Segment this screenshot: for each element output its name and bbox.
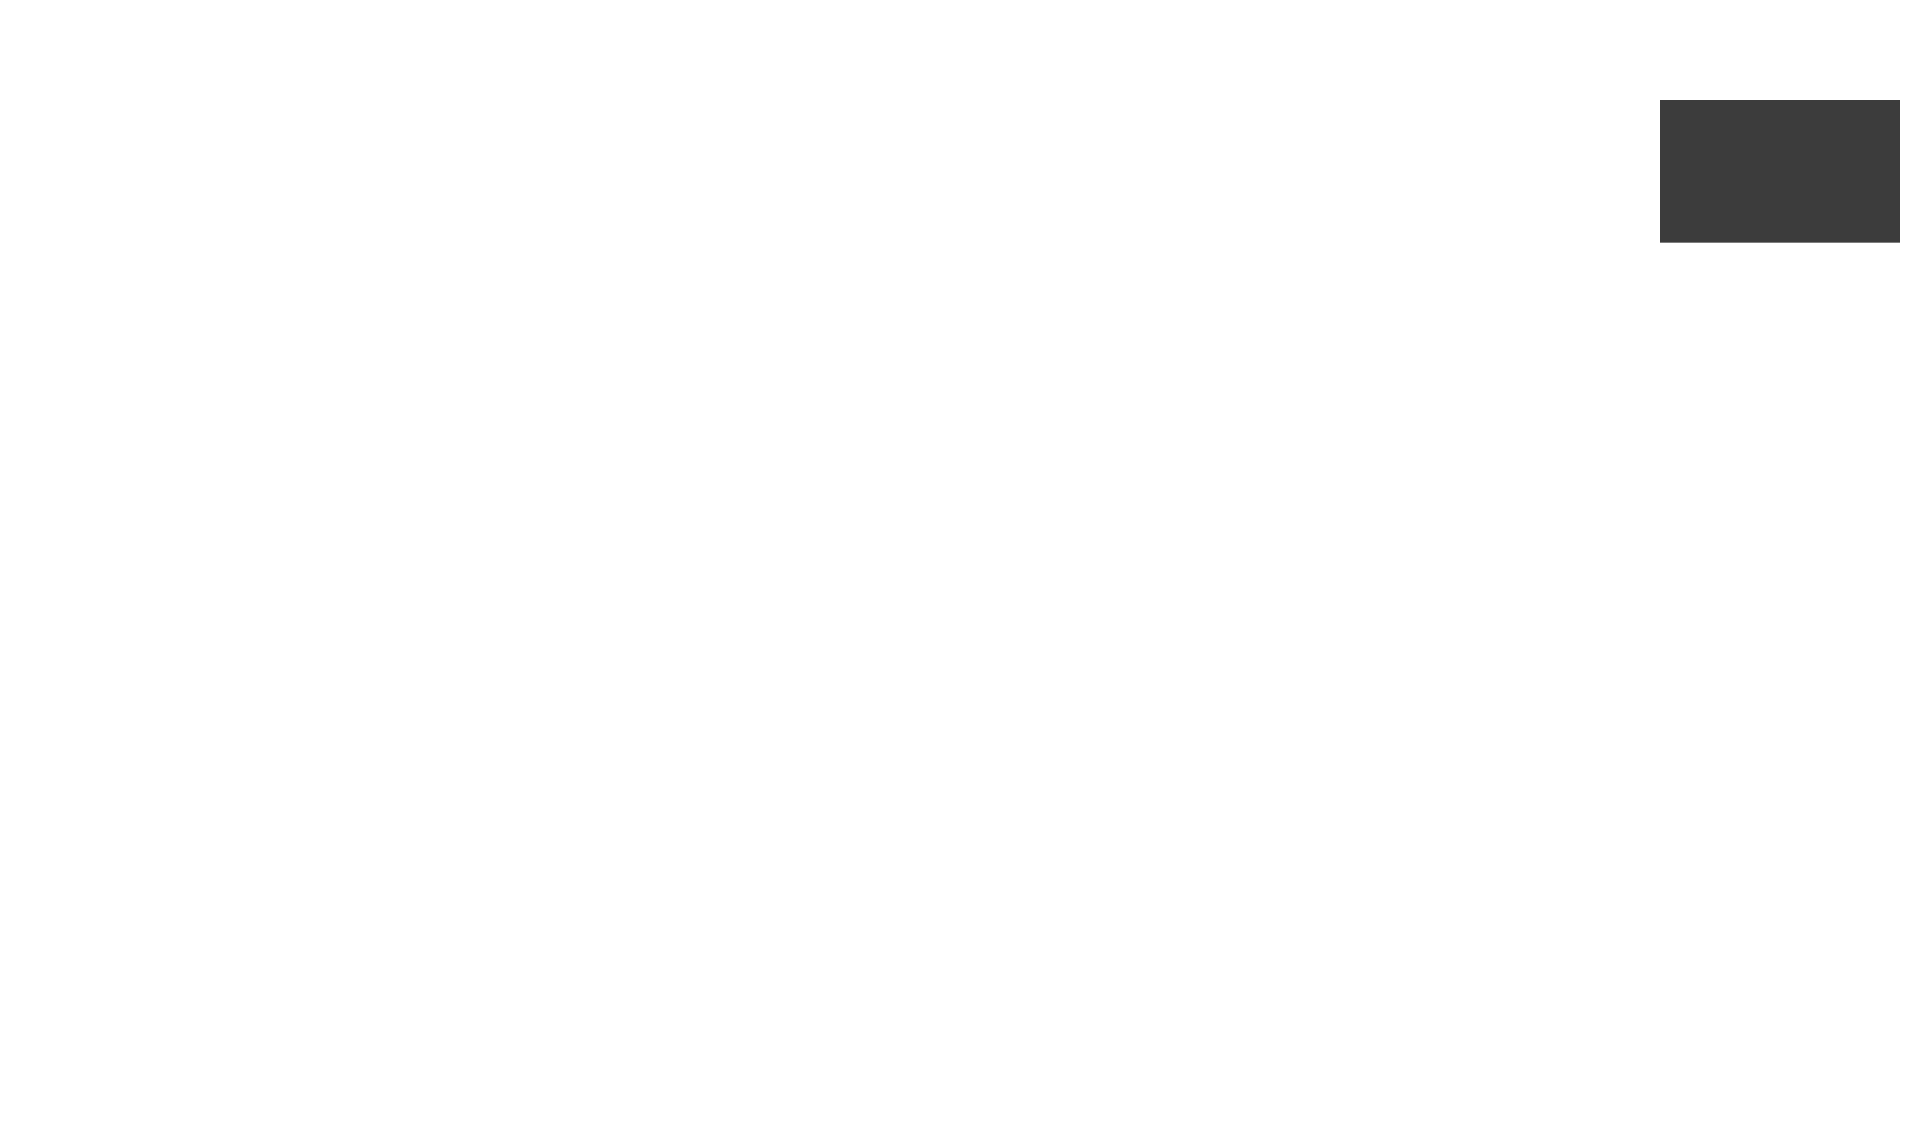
desi-chart	[20, 20, 1900, 1101]
side-panel-row	[1660, 100, 1900, 243]
chart-svg	[20, 20, 1900, 1101]
